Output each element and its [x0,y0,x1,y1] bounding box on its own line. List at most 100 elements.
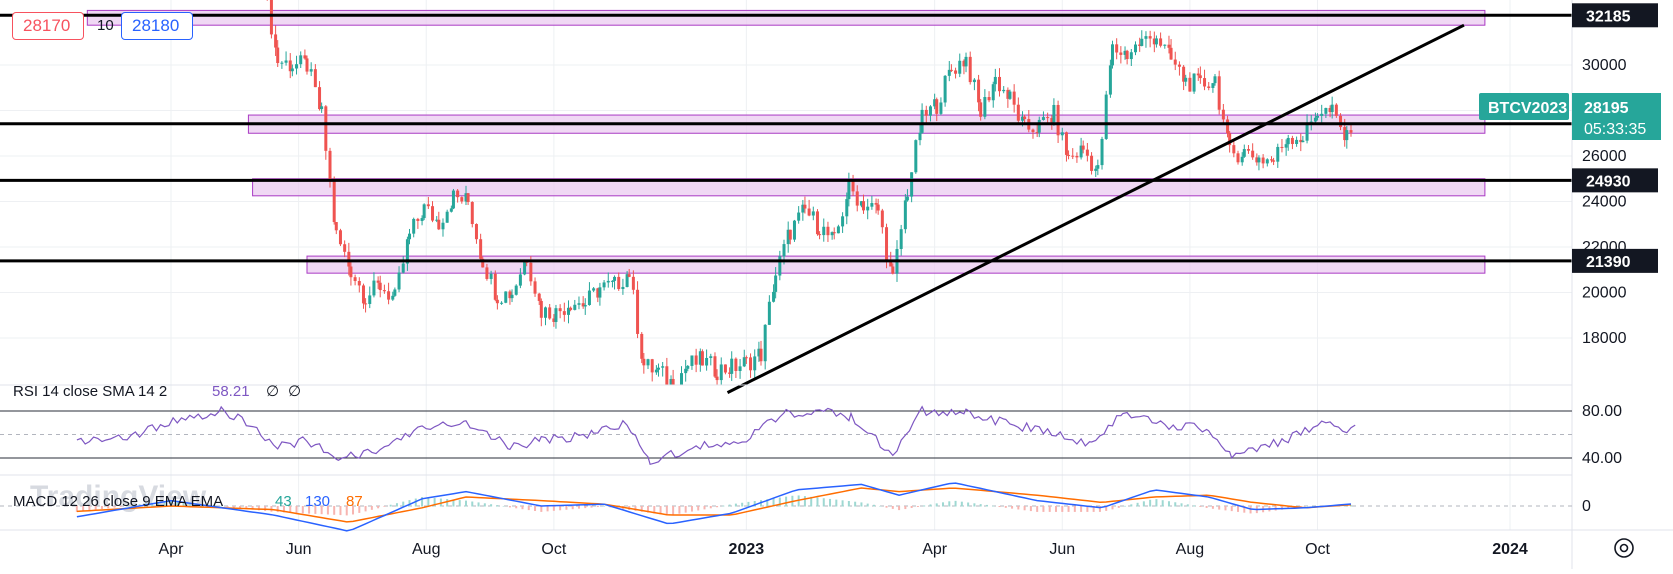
candle-body[interactable] [885,227,889,261]
candle-body[interactable] [1217,76,1221,110]
candle-body[interactable] [625,274,629,287]
candle-body[interactable] [372,280,376,296]
candle-body[interactable] [1207,86,1211,88]
candle-body[interactable] [621,286,625,290]
candle-body[interactable] [640,333,644,359]
macd-signal-line[interactable] [76,487,1352,523]
candle-body[interactable] [1123,50,1127,55]
candle-body[interactable] [705,357,709,366]
candle-body[interactable] [1257,157,1261,163]
candle-body[interactable] [284,60,288,63]
candle-body[interactable] [723,364,727,373]
candle-body[interactable] [656,367,660,370]
candle-body[interactable] [592,288,596,291]
candle-body[interactable] [353,277,357,282]
candle-body[interactable] [987,97,991,101]
candle-body[interactable] [1046,117,1050,119]
candle-body[interactable] [1188,77,1192,92]
candle-body[interactable] [544,307,548,318]
candle-body[interactable] [700,351,704,366]
candle-body[interactable] [1056,104,1060,136]
candle-body[interactable] [508,291,512,299]
candle-body[interactable] [537,293,541,301]
candle-body[interactable] [646,359,650,366]
candle-body[interactable] [276,47,280,64]
trend-line[interactable] [726,23,1465,394]
candle-body[interactable] [1104,94,1108,139]
candle-body[interactable] [928,106,932,116]
candle-body[interactable] [274,34,278,48]
candle-body[interactable] [826,226,830,236]
candle-body[interactable] [1330,104,1334,113]
candle-body[interactable] [1119,52,1123,55]
candle-body[interactable] [730,358,734,374]
candle-body[interactable] [523,261,527,275]
candle-body[interactable] [855,191,859,206]
candle-body[interactable] [627,274,631,277]
candle-body[interactable] [397,272,401,290]
candle-body[interactable] [719,364,723,381]
candle-body[interactable] [1075,155,1079,158]
candle-body[interactable] [470,202,474,225]
candle-body[interactable] [1203,78,1207,87]
candle-body[interactable] [778,256,782,276]
candle-body[interactable] [845,199,849,217]
candle-body[interactable] [280,62,284,64]
candle-body[interactable] [679,373,683,388]
candle-body[interactable] [1125,50,1129,60]
candle-body[interactable] [1198,75,1202,79]
candle-body[interactable] [548,307,552,319]
candle-body[interactable] [1328,107,1332,113]
candle-body[interactable] [832,232,836,234]
candle-body[interactable] [1269,159,1273,161]
candle-body[interactable] [841,216,845,227]
candle-body[interactable] [1021,116,1025,121]
candle-body[interactable] [1154,38,1158,45]
candle-body[interactable] [744,357,748,359]
candle-body[interactable] [713,356,717,377]
candle-body[interactable] [759,348,763,362]
candle-body[interactable] [709,356,713,358]
candle-body[interactable] [364,303,368,305]
candle-body[interactable] [431,206,435,221]
candle-body[interactable] [818,234,822,236]
candle-body[interactable] [1008,91,1012,99]
candle-body[interactable] [1110,44,1114,66]
candle-body[interactable] [815,211,819,235]
candle-body[interactable] [774,275,778,292]
candle-body[interactable] [870,203,874,207]
candle-body[interactable] [650,359,654,373]
candle-body[interactable] [1280,146,1284,148]
candle-body[interactable] [539,300,543,318]
candle-body[interactable] [889,260,893,267]
support-resistance-zone[interactable] [252,178,1486,197]
candle-body[interactable] [1290,137,1294,144]
candle-body[interactable] [485,267,489,279]
candle-body[interactable] [1050,118,1054,123]
candle-body[interactable] [1276,146,1280,162]
candle-body[interactable] [939,102,943,114]
candle-body[interactable] [318,87,322,110]
candle-body[interactable] [767,301,771,325]
candle-body[interactable] [738,366,742,371]
candle-body[interactable] [1221,109,1225,120]
candle-body[interactable] [1286,137,1290,145]
candle-body[interactable] [426,204,430,207]
candle-body[interactable] [903,200,907,230]
candle-body[interactable] [295,64,299,69]
candle-body[interactable] [914,140,918,173]
candle-body[interactable] [676,388,679,393]
candle-body[interactable] [1035,132,1039,134]
candle-body[interactable] [1284,144,1288,148]
support-resistance-zone[interactable] [86,9,1486,26]
candle-body[interactable] [654,369,658,373]
candle-body[interactable] [376,280,380,283]
candle-body[interactable] [479,239,483,259]
candle-body[interactable] [698,351,702,365]
candle-body[interactable] [460,197,464,202]
candle-body[interactable] [684,368,688,374]
candle-body[interactable] [1213,76,1217,84]
candle-body[interactable] [1301,140,1305,143]
candle-body[interactable] [803,204,807,209]
candle-body[interactable] [420,218,424,221]
